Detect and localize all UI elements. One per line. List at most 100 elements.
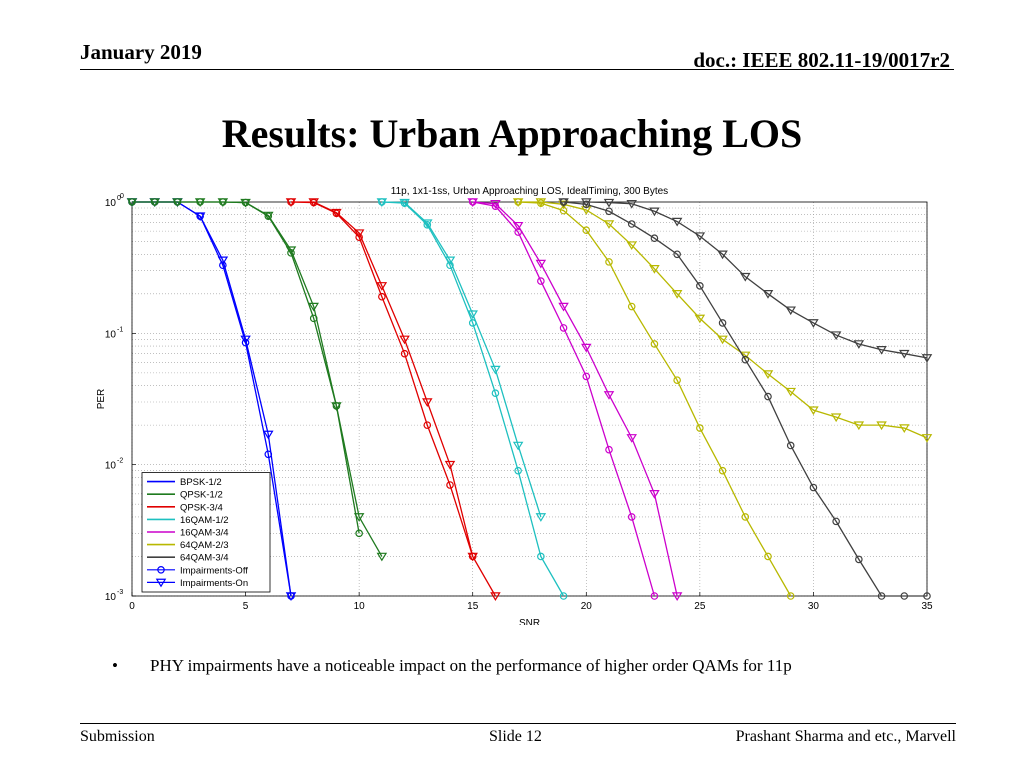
data-point: [285, 246, 297, 256]
legend-marker: [157, 565, 165, 574]
data-point: [490, 365, 501, 375]
data-point: [331, 402, 342, 411]
data-point: [627, 302, 636, 311]
data-point: [876, 345, 887, 355]
data-point: [285, 198, 297, 207]
x-tick-label: 15: [467, 601, 479, 612]
footer-slide-number: Slide 12: [489, 728, 542, 745]
data-point: [899, 349, 910, 359]
data-point: [378, 292, 386, 301]
data-point: [876, 421, 887, 431]
data-point: [467, 198, 478, 207]
data-point: [444, 460, 456, 470]
data-point: [285, 592, 297, 601]
footer-author: Prashant Sharma and etc., Marvell: [735, 728, 956, 745]
data-point: [650, 340, 659, 348]
data-point: [762, 370, 774, 379]
y-tick-label-base: 10: [105, 198, 117, 209]
data-point: [694, 314, 706, 324]
data-point: [194, 198, 206, 207]
data-point: [899, 424, 910, 433]
series-line: [518, 201, 928, 439]
data-point: [172, 198, 183, 207]
data-point: [446, 481, 454, 489]
data-point: [240, 335, 251, 345]
series-line: [291, 201, 496, 597]
legend-entry: 16QAM-1/2: [180, 515, 229, 526]
data-point: [696, 424, 704, 432]
per-chart-svg: 11p, 1x1-1ss, Urban Approaching LOS, Ide…: [96, 186, 933, 629]
data-point: [353, 513, 365, 522]
data-point: [649, 490, 660, 499]
legend-entry: QPSK-3/4: [180, 502, 223, 513]
data-point: [808, 406, 819, 416]
bullet-item: • PHY impairments have a noticeable impac…: [112, 656, 792, 676]
y-tick-label-exponent: -1: [117, 326, 123, 333]
header-date: January 2019: [80, 40, 202, 64]
series-line: [290, 201, 474, 557]
data-point: [263, 430, 274, 440]
legend-entry: 64QAM-3/4: [180, 553, 229, 564]
data-point: [422, 398, 433, 407]
data-point: [830, 331, 842, 341]
data-point: [535, 198, 547, 207]
chart-title: 11p, 1x1-1ss, Urban Approaching LOS, Ide…: [391, 186, 668, 197]
y-tick-label-exponent: 0: [117, 195, 121, 202]
y-tick-label-base: 10: [105, 461, 117, 472]
legend-entry: Impairments-On: [180, 578, 248, 589]
data-point: [558, 198, 569, 207]
legend-marker: [155, 578, 167, 588]
legend-entry: 64QAM-2/3: [180, 540, 229, 551]
slide-title: Results: Urban Approaching LOS: [221, 111, 803, 156]
data-point: [512, 221, 524, 231]
data-point: [603, 198, 615, 208]
data-point: [331, 208, 342, 218]
data-point: [921, 354, 933, 363]
data-point: [605, 258, 613, 266]
data-point: [149, 198, 160, 207]
data-point: [603, 220, 615, 229]
data-point: [376, 552, 388, 562]
legend-entry: QPSK-1/2: [180, 490, 223, 501]
data-point: [126, 198, 138, 207]
data-point: [582, 226, 591, 234]
data-point: [559, 324, 568, 332]
data-point: [717, 250, 728, 260]
data-point: [467, 310, 478, 320]
data-point: [467, 552, 478, 562]
x-tick-label: 10: [354, 601, 366, 612]
x-axis-label: SNR: [519, 618, 540, 625]
data-point: [900, 592, 909, 600]
data-point: [718, 466, 727, 475]
data-point: [605, 207, 613, 216]
series-line: [381, 201, 565, 597]
data-point: [490, 199, 501, 209]
data-point: [263, 211, 274, 221]
data-point: [582, 372, 591, 381]
y-axis-label: PER: [96, 389, 107, 410]
data-point: [718, 319, 727, 327]
series-line: [518, 201, 792, 597]
data-point: [786, 592, 795, 600]
data-point: [808, 319, 819, 328]
data-point: [671, 217, 683, 227]
data-point: [741, 513, 750, 521]
data-point: [399, 198, 410, 208]
data-point: [764, 552, 772, 561]
data-point: [535, 259, 547, 269]
data-point: [671, 592, 683, 601]
data-point: [490, 592, 501, 601]
data-point: [673, 250, 681, 259]
data-point: [399, 335, 410, 345]
data-point: [627, 220, 636, 228]
per-chart: 11p, 1x1-1ss, Urban Approaching LOS, Ide…: [90, 180, 950, 629]
header-doc-id: doc.: IEEE 802.11-19/0017r2: [693, 48, 950, 72]
data-point: [308, 302, 319, 312]
data-point: [649, 207, 660, 217]
data-point: [514, 466, 522, 475]
x-tick-label: 20: [581, 601, 593, 612]
data-point: [423, 421, 432, 429]
data-point: [581, 343, 592, 353]
y-tick-label-exponent: -2: [117, 458, 123, 465]
y-tick-label-base: 10: [105, 329, 117, 340]
